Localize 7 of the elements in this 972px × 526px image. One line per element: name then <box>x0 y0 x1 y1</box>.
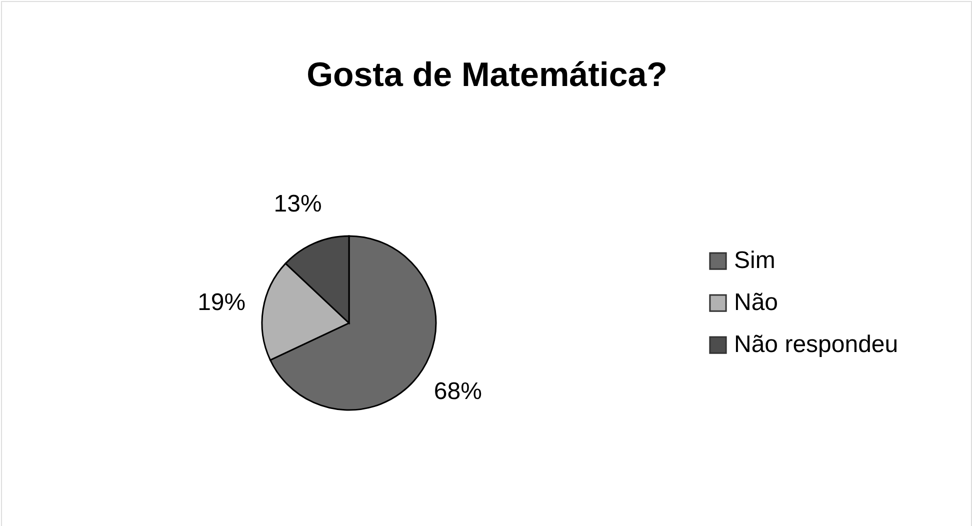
legend-label: Não <box>734 289 778 316</box>
legend-label: Sim <box>734 247 776 274</box>
data-label: 13% <box>274 190 322 218</box>
data-label: 19% <box>198 288 246 316</box>
data-label: 68% <box>434 378 482 406</box>
legend-label: Não respondeu <box>734 331 898 358</box>
chart-title: Gosta de Matemática? <box>306 56 668 94</box>
